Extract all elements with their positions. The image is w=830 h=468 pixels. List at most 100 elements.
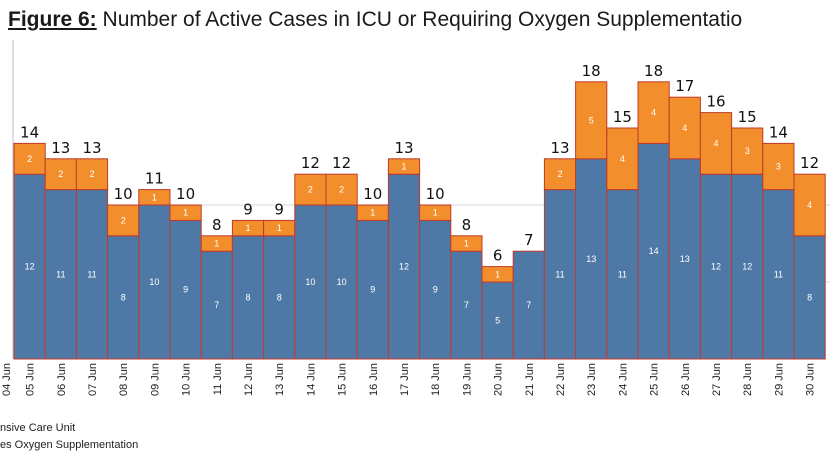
x-tick-label-3: 07 Jun — [87, 363, 99, 396]
figure-title-text: Number of Active Cases in ICU or Requiri… — [102, 8, 743, 31]
x-tick-label-21: 25 Jun — [649, 363, 661, 396]
x-tick-label-14: 18 Jun — [430, 363, 442, 396]
bar-oxygen-23 — [699, 112, 733, 175]
label-icu-7: 7 — [214, 300, 219, 310]
label-icu-24: 12 — [742, 262, 752, 272]
label-total-21: 18 — [644, 62, 663, 80]
bar-oxygen-6 — [169, 204, 202, 221]
label-total-23: 16 — [706, 93, 725, 111]
label-total-7: 8 — [212, 216, 222, 234]
bar-icu-9 — [263, 235, 296, 360]
figure-label: Figure 6: — [8, 8, 97, 31]
bar-icu-11 — [325, 204, 358, 360]
bar-oxygen-14 — [419, 204, 452, 221]
label-total-22: 17 — [675, 77, 694, 95]
bar-icu-12 — [356, 219, 389, 360]
bar-icu-26 — [793, 235, 826, 360]
bar-icu-23 — [699, 173, 733, 360]
x-tick-label-16: 20 Jun — [493, 363, 505, 396]
label-total-11: 12 — [332, 154, 351, 172]
label-oxygen-6: 1 — [183, 208, 188, 218]
bar-oxygen-4 — [107, 204, 140, 237]
label-icu-16: 5 — [495, 316, 500, 326]
label-oxygen-10: 2 — [308, 185, 313, 195]
label-icu-19: 13 — [586, 254, 596, 264]
bar-icu-25 — [762, 189, 795, 360]
label-total-8: 9 — [243, 200, 253, 218]
bar-icu-21 — [637, 142, 670, 360]
label-oxygen-8: 1 — [245, 223, 250, 233]
label-total-20: 15 — [613, 108, 632, 126]
x-tick-label-1: 05 Jun — [25, 363, 37, 396]
bar-oxygen-3 — [75, 158, 109, 191]
bar-icu-3 — [75, 189, 109, 360]
legend-item-icu: nsive Care Unit — [0, 420, 138, 437]
bar-oxygen-19 — [575, 81, 608, 160]
label-oxygen-19: 5 — [589, 115, 594, 125]
label-total-10: 12 — [301, 154, 320, 172]
chart-title: Figure 6: Number of Active Cases in ICU … — [8, 8, 742, 32]
x-tick-label-18: 22 Jun — [555, 363, 567, 396]
label-icu-10: 10 — [305, 277, 315, 287]
bar-oxygen-25 — [762, 142, 795, 191]
x-tick-label-10: 14 Jun — [305, 363, 317, 396]
bar-oxygen-13 — [387, 158, 421, 175]
bar-oxygen-20 — [606, 127, 639, 191]
x-tick-label-2: 06 Jun — [56, 363, 68, 396]
x-tick-label-7: 11 Jun — [212, 363, 224, 395]
label-icu-25: 11 — [774, 269, 783, 279]
label-oxygen-15: 1 — [464, 239, 469, 249]
bar-icu-18 — [543, 189, 577, 360]
bar-icu-15 — [450, 250, 483, 360]
bar-icu-2 — [44, 189, 77, 360]
label-oxygen-7: 1 — [214, 239, 219, 249]
label-icu-23: 12 — [711, 262, 721, 272]
bar-icu-8 — [231, 235, 265, 360]
label-icu-3: 11 — [87, 269, 96, 279]
legend-label-icu: nsive Care Unit — [0, 422, 76, 434]
x-tick-label-24: 28 Jun — [742, 363, 754, 396]
x-tick-label-8: 12 Jun — [243, 363, 255, 396]
label-total-16: 6 — [493, 247, 503, 265]
bar-oxygen-22 — [668, 96, 701, 160]
label-icu-6: 9 — [183, 285, 188, 295]
label-icu-13: 12 — [399, 262, 409, 272]
label-total-14: 10 — [426, 185, 445, 203]
label-oxygen-23: 4 — [713, 138, 718, 148]
label-oxygen-24: 3 — [745, 146, 750, 156]
label-total-18: 13 — [550, 139, 569, 157]
bar-oxygen-26 — [793, 173, 826, 237]
x-tick-label-6: 10 Jun — [181, 363, 193, 396]
x-tick-label-23: 27 Jun — [711, 363, 723, 396]
bar-oxygen-18 — [543, 158, 577, 191]
label-oxygen-22: 4 — [682, 123, 687, 133]
legend-item-oxygen: es Oxygen Supplementation — [0, 437, 138, 454]
label-total-24: 15 — [738, 108, 757, 126]
x-tick-label-9: 13 Jun — [274, 363, 286, 396]
label-total-9: 9 — [274, 200, 284, 218]
label-total-12: 10 — [363, 185, 382, 203]
label-oxygen-21: 4 — [651, 108, 656, 118]
bar-oxygen-5 — [138, 189, 171, 206]
bar-icu-10 — [294, 204, 327, 360]
label-total-3: 13 — [82, 139, 101, 157]
bar-icu-13 — [387, 173, 421, 360]
x-tick-label-12: 16 Jun — [368, 363, 380, 396]
x-tick-label-13: 17 Jun — [399, 363, 411, 396]
label-oxygen-16: 1 — [495, 269, 500, 279]
label-icu-14: 9 — [433, 285, 438, 295]
label-oxygen-14: 1 — [433, 208, 438, 218]
x-tick-label-20: 24 Jun — [617, 363, 629, 396]
label-icu-11: 10 — [337, 277, 347, 287]
bar-icu-17 — [512, 250, 545, 360]
bar-icu-7 — [200, 250, 233, 360]
bar-icu-16 — [481, 281, 514, 360]
x-tick-label-17: 21 Jun — [524, 363, 536, 396]
label-total-25: 14 — [769, 123, 788, 141]
label-total-5: 11 — [145, 170, 164, 188]
label-total-15: 8 — [462, 216, 472, 234]
label-oxygen-13: 1 — [401, 162, 406, 172]
x-tick-label-5: 09 Jun — [149, 363, 161, 396]
label-icu-9: 8 — [277, 292, 282, 302]
